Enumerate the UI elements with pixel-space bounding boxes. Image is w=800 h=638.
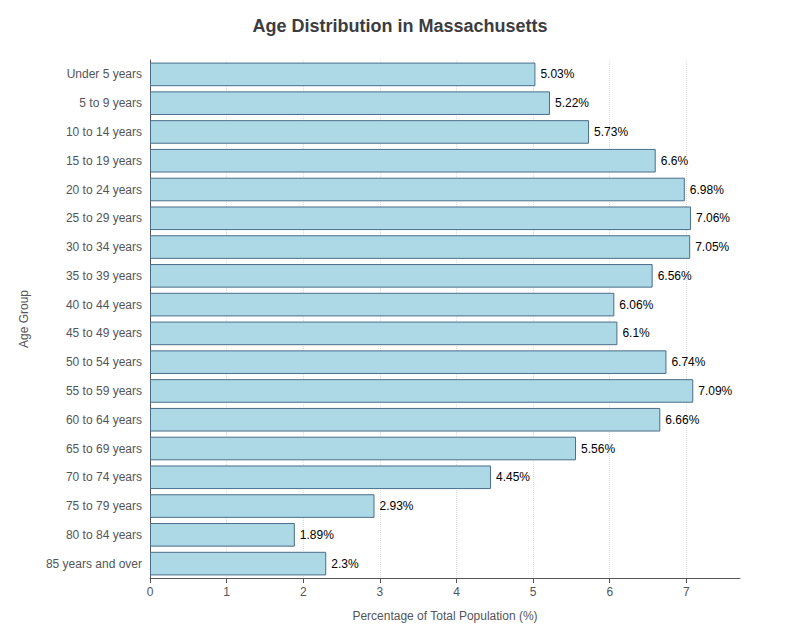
svg-text:5.73%: 5.73% (594, 125, 628, 139)
svg-text:25 to 29 years: 25 to 29 years (66, 211, 142, 225)
svg-text:5: 5 (530, 585, 537, 599)
svg-text:5.03%: 5.03% (540, 67, 574, 81)
svg-text:1: 1 (223, 585, 230, 599)
svg-text:65 to 69 years: 65 to 69 years (66, 442, 142, 456)
svg-text:2.93%: 2.93% (380, 499, 414, 513)
svg-text:2: 2 (300, 585, 307, 599)
svg-text:40 to 44 years: 40 to 44 years (66, 298, 142, 312)
svg-text:45 to 49 years: 45 to 49 years (66, 326, 142, 340)
svg-text:15 to 19 years: 15 to 19 years (66, 154, 142, 168)
svg-text:70 to 74 years: 70 to 74 years (66, 470, 142, 484)
svg-text:5.22%: 5.22% (555, 96, 589, 110)
svg-text:6.74%: 6.74% (671, 355, 705, 369)
svg-text:6.98%: 6.98% (690, 183, 724, 197)
svg-text:Age Group: Age Group (17, 290, 31, 348)
svg-text:6.66%: 6.66% (665, 413, 699, 427)
svg-text:55 to 59 years: 55 to 59 years (66, 384, 142, 398)
svg-text:1.89%: 1.89% (300, 528, 334, 542)
svg-text:6.1%: 6.1% (622, 326, 650, 340)
svg-text:5.56%: 5.56% (581, 442, 615, 456)
svg-text:7.09%: 7.09% (698, 384, 732, 398)
svg-text:4.45%: 4.45% (496, 470, 530, 484)
svg-text:85 years and over: 85 years and over (46, 557, 142, 571)
svg-text:30 to 34 years: 30 to 34 years (66, 240, 142, 254)
svg-text:Age Distribution in Massachuse: Age Distribution in Massachusetts (252, 16, 547, 36)
svg-text:6: 6 (606, 585, 613, 599)
svg-text:6.6%: 6.6% (661, 154, 689, 168)
svg-text:Under 5 years: Under 5 years (67, 67, 142, 81)
svg-text:6.56%: 6.56% (658, 269, 692, 283)
svg-text:60 to 64 years: 60 to 64 years (66, 413, 142, 427)
svg-text:6.06%: 6.06% (619, 298, 653, 312)
svg-text:75 to 79 years: 75 to 79 years (66, 499, 142, 513)
svg-text:2.3%: 2.3% (331, 557, 359, 571)
svg-text:0: 0 (147, 585, 154, 599)
svg-text:Percentage of Total Population: Percentage of Total Population (%) (352, 609, 537, 623)
svg-text:3: 3 (377, 585, 384, 599)
svg-text:50 to 54 years: 50 to 54 years (66, 355, 142, 369)
svg-text:7.06%: 7.06% (696, 211, 730, 225)
svg-text:10 to 14 years: 10 to 14 years (66, 125, 142, 139)
svg-text:7: 7 (683, 585, 690, 599)
svg-text:80 to 84 years: 80 to 84 years (66, 528, 142, 542)
svg-text:5 to 9 years: 5 to 9 years (79, 96, 142, 110)
svg-text:7.05%: 7.05% (695, 240, 729, 254)
svg-text:35 to 39 years: 35 to 39 years (66, 269, 142, 283)
svg-text:4: 4 (453, 585, 460, 599)
svg-text:20 to 24 years: 20 to 24 years (66, 183, 142, 197)
